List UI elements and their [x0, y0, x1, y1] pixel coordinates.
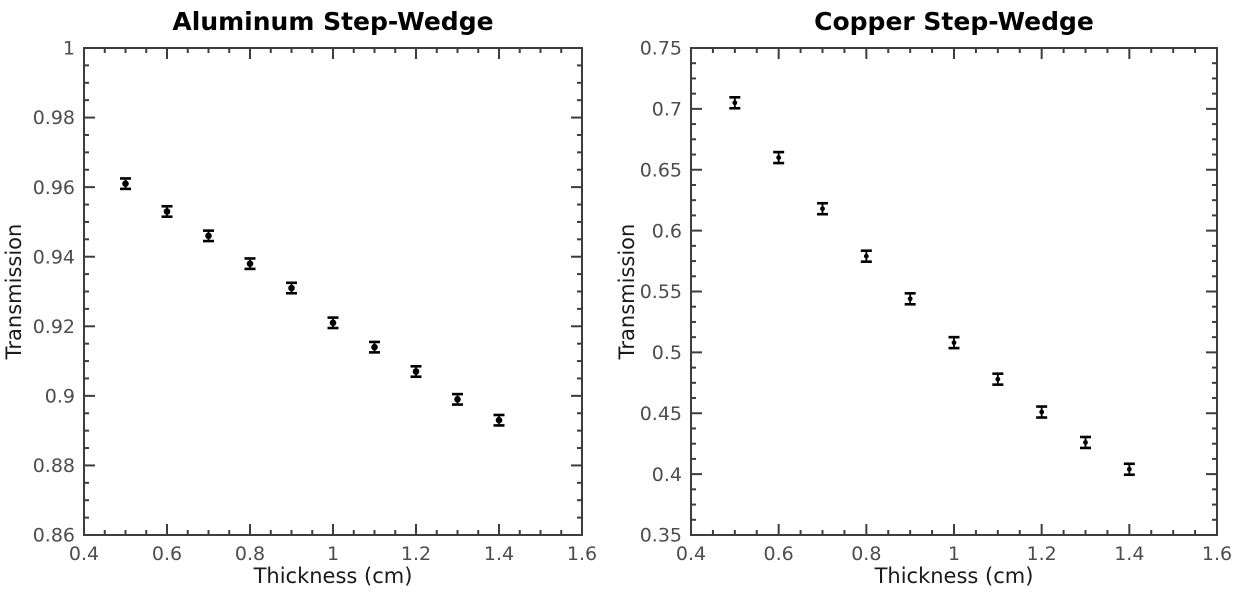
x-tick-label: 1.6	[567, 543, 597, 565]
x-tick-label: 0.8	[851, 543, 881, 565]
data-point	[1039, 409, 1045, 415]
copper-chart: 0.4 0.6 0.8 1 1.2 1.4 1.6 0.35 0.4 0.45 0.5 0.55 0.6…	[617, 0, 1234, 598]
data-point	[205, 232, 212, 240]
data-point	[732, 100, 738, 106]
y-tick-label: 0.65	[640, 159, 682, 181]
x-tick-label: 1.6	[1202, 543, 1232, 565]
plot-frame	[83, 47, 583, 536]
data-point	[951, 340, 957, 346]
y-tick-label: 0.4	[652, 464, 682, 486]
data-point	[776, 155, 782, 160]
data-point	[454, 396, 461, 403]
x-axis-label: Thickness (cm)	[253, 564, 413, 588]
y-tick-label: 0.6	[652, 220, 682, 242]
chart-title: Copper Step-Wedge	[814, 7, 1094, 36]
y-tick-label: 0.92	[33, 316, 75, 338]
data-point	[288, 284, 295, 292]
aluminum-chart: 0.4 0.6 0.8 1 1.2 1.4 1.6 0.86 0.88 0.9 0.92 0.94 0.…	[2, 7, 597, 588]
y-tick-label: 1	[63, 38, 75, 60]
x-axis-label: Thickness (cm)	[874, 564, 1034, 588]
data-point	[1083, 440, 1088, 445]
plot-frame	[690, 47, 1218, 536]
copper-plot-svg: 0.4 0.6 0.8 1 1.2 1.4 1.60.350.40.450.50.550.6…	[617, 7, 1232, 588]
x-tick-label: 1.2	[401, 543, 431, 565]
x-tick-label: 0.6	[764, 543, 794, 565]
data-point	[995, 376, 1001, 382]
data-point	[163, 208, 171, 215]
y-tick-label: 0.88	[33, 455, 75, 477]
y-axis-label: Transmission	[617, 224, 639, 361]
data-point	[820, 206, 825, 212]
y-tick-label: 0.75	[640, 38, 682, 60]
data-point	[907, 296, 913, 302]
data-point	[495, 416, 503, 424]
data-point	[329, 319, 337, 327]
y-tick-label: 0.45	[640, 403, 682, 425]
y-tick-label: 0.98	[33, 107, 75, 129]
data-point	[371, 343, 378, 351]
x-tick-label: 1.4	[484, 543, 514, 565]
x-tick-label: 0.8	[235, 543, 265, 565]
y-tick-label: 0.5	[652, 342, 682, 364]
x-tick-label: 1.2	[1027, 543, 1057, 565]
y-tick-label: 0.9	[45, 386, 75, 408]
y-axis-label: Transmission	[2, 224, 26, 361]
x-tick-label: 1	[948, 543, 960, 565]
y-tick-label: 0.86	[33, 525, 75, 547]
x-tick-label: 0.4	[69, 543, 99, 565]
y-tick-label: 0.94	[33, 246, 75, 268]
chart-title: Aluminum Step-Wedge	[172, 7, 493, 36]
data-point	[1126, 466, 1132, 472]
aluminum-plot-svg: 0.4 0.6 0.8 1 1.2 1.4 1.6 0.86 0.88 0.9 0.92 0.94 0.…	[2, 7, 597, 588]
y-tick-label: 0.96	[33, 177, 75, 199]
data-point	[246, 260, 254, 267]
y-tick-label: 0.35	[640, 525, 682, 547]
x-tick-label: 0.6	[152, 543, 182, 565]
data-point	[412, 368, 420, 375]
data-point	[863, 253, 869, 259]
y-tick-label: 0.55	[640, 281, 682, 303]
x-tick-label: 1	[327, 543, 339, 565]
y-tick-label: 0.7	[652, 99, 682, 121]
x-tick-label: 1.4	[1114, 543, 1144, 565]
data-point	[122, 180, 129, 187]
x-tick-label: 0.4	[676, 543, 706, 565]
